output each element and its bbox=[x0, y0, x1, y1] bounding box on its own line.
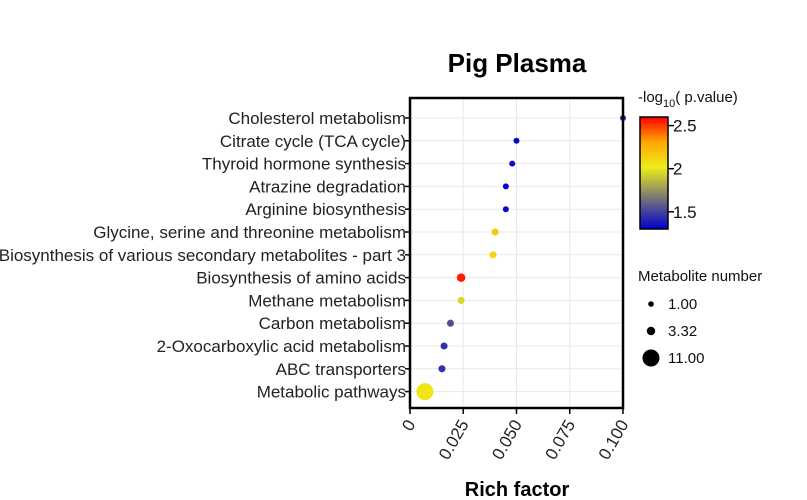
category-label: Metabolic pathways bbox=[257, 383, 406, 402]
data-point bbox=[509, 160, 516, 167]
data-point bbox=[456, 273, 466, 282]
chart-title: Pig Plasma bbox=[448, 48, 587, 78]
color-legend: -log10( p.value) 2.5 2 1.5 bbox=[638, 89, 738, 230]
color-legend-tick-label: 2 bbox=[673, 160, 682, 179]
color-legend-tick-label: 2.5 bbox=[673, 117, 697, 136]
category-label: Cholesterol metabolism bbox=[228, 109, 406, 128]
data-point bbox=[502, 206, 509, 213]
x-ticks: 0 0.025 0.050 0.075 0.100 bbox=[398, 408, 632, 463]
category-label: ABC transporters bbox=[276, 360, 406, 379]
category-label: 2-Oxocarboxylic acid metabolism bbox=[157, 337, 406, 356]
category-label: Biosynthesis of various secondary metabo… bbox=[0, 246, 406, 265]
color-legend-title-main: -log bbox=[638, 89, 663, 106]
category-label: Atrazine degradation bbox=[249, 177, 406, 196]
x-axis-label: Rich factor bbox=[465, 479, 570, 500]
category-label: Methane metabolism bbox=[248, 291, 406, 310]
color-bar bbox=[639, 116, 669, 230]
category-label: Arginine biosynthesis bbox=[245, 200, 406, 219]
size-legend-label: 3.32 bbox=[668, 323, 697, 340]
size-legend-marker bbox=[646, 326, 656, 336]
x-tick-label: 0 bbox=[398, 417, 419, 435]
size-legend-title: Metabolite number bbox=[638, 268, 762, 285]
data-point bbox=[491, 228, 499, 236]
data-point bbox=[513, 137, 520, 144]
color-legend-title-rest: ( p.value) bbox=[675, 89, 738, 106]
category-label: Glycine, serine and threonine metabolism bbox=[93, 223, 406, 242]
size-legend-marker bbox=[648, 301, 654, 307]
size-legend-items: 1.00 3.32 11.00 bbox=[642, 296, 704, 367]
data-point bbox=[438, 365, 446, 373]
data-point bbox=[457, 296, 465, 304]
x-tick-label: 0.025 bbox=[435, 417, 473, 463]
size-legend-marker bbox=[642, 349, 660, 367]
data-point bbox=[489, 251, 497, 259]
x-tick-label: 0.100 bbox=[595, 417, 633, 463]
size-legend: Metabolite number 1.00 3.32 11.00 bbox=[638, 268, 762, 367]
data-points bbox=[416, 115, 626, 401]
color-legend-title-sub: 10 bbox=[663, 98, 675, 110]
data-point bbox=[446, 319, 455, 327]
grid bbox=[409, 98, 624, 408]
size-legend-label: 11.00 bbox=[668, 350, 704, 367]
x-tick-label: 0.075 bbox=[541, 417, 579, 463]
data-point bbox=[416, 383, 434, 401]
category-label: Carbon metabolism bbox=[259, 314, 406, 333]
data-point bbox=[440, 342, 448, 350]
category-label: Biosynthesis of amino acids bbox=[196, 269, 406, 288]
size-legend-label: 1.00 bbox=[668, 296, 697, 313]
category-label: Citrate cycle (TCA cycle) bbox=[220, 132, 406, 151]
category-labels: Cholesterol metabolism Citrate cycle (TCA… bbox=[0, 109, 410, 402]
x-tick-label: 0.050 bbox=[488, 417, 526, 463]
color-legend-title: -log10( p.value) bbox=[638, 89, 738, 110]
color-legend-ticks: 2.5 2 1.5 bbox=[668, 117, 697, 222]
color-legend-tick-label: 1.5 bbox=[673, 203, 697, 222]
category-label: Thyroid hormone synthesis bbox=[202, 155, 406, 174]
data-point bbox=[502, 183, 509, 190]
